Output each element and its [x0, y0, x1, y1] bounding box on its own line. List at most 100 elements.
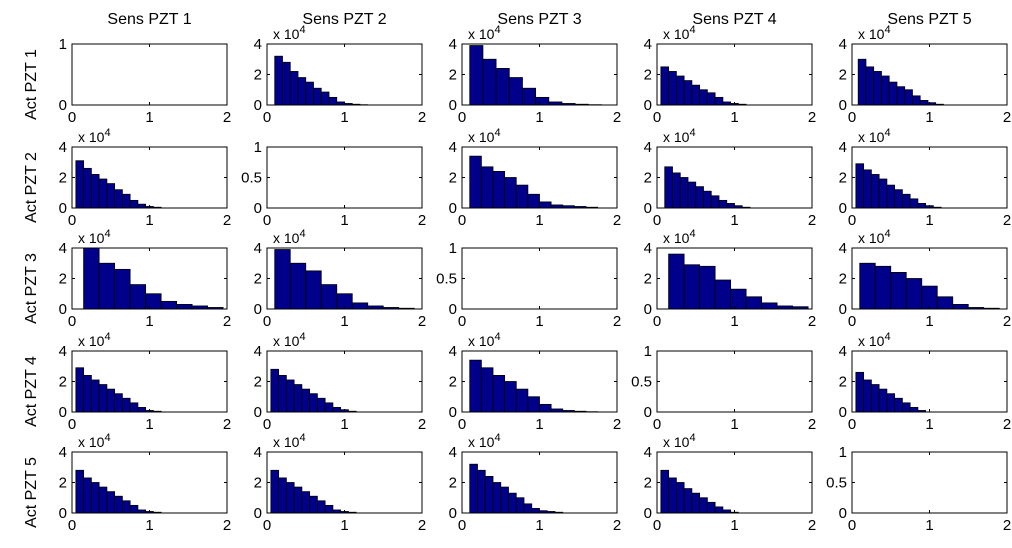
y-tick-label-r2c1: 4 — [59, 139, 67, 156]
y-tick-label-r3c4: 4 — [644, 240, 652, 257]
scale-multiplier-r5c2: x 104 — [273, 432, 306, 450]
histogram-bar-r1c4 — [675, 75, 685, 106]
histogram-bar-r4c5 — [901, 402, 911, 413]
y-tick-label-r1c3: 0 — [449, 97, 457, 114]
histogram-bar-r3c1 — [160, 300, 178, 310]
scale-multiplier-r1c3: x 104 — [468, 24, 501, 42]
x-tick-label-r3c5: 2 — [1003, 313, 1011, 330]
y-tick-label-r5c3: 2 — [449, 475, 457, 492]
y-tick-label-r1c5: 0 — [839, 97, 847, 114]
x-tick-label-r3c1: 0 — [68, 313, 76, 330]
histogram-bar-r4c5 — [870, 384, 880, 413]
histogram-bar-r5c2 — [285, 482, 295, 514]
scale-exponent: 4 — [884, 127, 890, 139]
histogram-bar-r2c4 — [687, 181, 697, 209]
x-tick-label-r2c5: 0 — [848, 212, 856, 229]
y-tick-label-r2c5: 0 — [839, 200, 847, 217]
histogram-bar-r2c4 — [695, 186, 704, 209]
histogram-bar-r2c4 — [679, 177, 689, 209]
histogram-bar-r3c5 — [905, 278, 923, 310]
histogram-bar-r5c4 — [706, 501, 716, 514]
y-tick-label-r4c2: 0 — [254, 404, 262, 421]
histogram-bar-r5c1 — [98, 486, 108, 514]
histogram-bar-r5c2 — [324, 504, 334, 514]
histogram-bar-r3c2 — [305, 270, 322, 310]
histogram-bar-r4c5 — [894, 397, 903, 413]
y-tick-label-r1c5: 2 — [839, 67, 847, 84]
histogram-bar-r2c4 — [703, 190, 712, 209]
y-tick-label-r3c1: 4 — [59, 240, 67, 257]
y-tick-label-r2c2: 1 — [254, 139, 262, 156]
x-tick-label-r5c2: 1 — [340, 517, 348, 534]
row-label-1: Act PZT 1 — [23, 49, 40, 120]
x-tick-label-r1c1: 0 — [68, 109, 76, 126]
histogram-bar-r4c3 — [515, 388, 529, 413]
y-tick-label-r3c2: 0 — [254, 301, 262, 318]
scale-multiplier-r2c4: x 104 — [663, 127, 696, 145]
histogram-bar-r2c1 — [137, 203, 147, 209]
x-tick-label-r4c2: 1 — [340, 416, 348, 433]
y-tick-label-r5c4: 0 — [644, 505, 652, 522]
x-tick-label-r1c2: 1 — [340, 109, 348, 126]
histogram-bar-r1c5 — [881, 75, 890, 106]
histogram-bar-r5c1 — [83, 477, 92, 514]
scale-exponent: 4 — [494, 24, 500, 36]
histogram-bar-r3c4 — [761, 302, 778, 310]
y-tick-label-r3c3: 0.5 — [436, 271, 457, 288]
histogram-bar-r4c5 — [855, 371, 865, 413]
histogram-bar-r4c2 — [293, 384, 303, 413]
histogram-bar-r5c3 — [523, 503, 533, 514]
histogram-bar-r1c4 — [660, 66, 670, 106]
histogram-bar-r2c4 — [726, 203, 735, 209]
y-tick-label-r2c2: 0.5 — [241, 170, 262, 187]
y-tick-label-r1c2: 0 — [254, 97, 262, 114]
scale-multiplier-r2c5: x 104 — [858, 127, 891, 145]
histogram-bar-r1c5 — [912, 95, 921, 106]
y-tick-label-r5c3: 4 — [449, 444, 457, 461]
histogram-bar-r3c4 — [714, 279, 732, 310]
histogram-bar-r2c5 — [917, 203, 927, 209]
y-tick-label-r5c4: 2 — [644, 475, 652, 492]
y-tick-label-r4c1: 0 — [59, 404, 67, 421]
histogram-bar-r5c3 — [515, 497, 525, 514]
histogram-bar-r3c2 — [274, 249, 291, 310]
histogram-bar-r1c3 — [469, 45, 484, 106]
x-tick-label-r4c4: 0 — [653, 416, 661, 433]
x-tick-label-r1c3: 1 — [535, 109, 543, 126]
histogram-bar-r2c1 — [114, 189, 123, 209]
histogram-bar-r3c1 — [145, 293, 162, 310]
histogram-bar-r4c1 — [83, 374, 92, 413]
x-tick-label-r3c1: 1 — [145, 313, 153, 330]
histogram-bar-r1c3 — [522, 87, 537, 106]
histogram-bar-r5c4 — [668, 477, 677, 514]
histogram-bar-r1c4 — [683, 80, 693, 106]
scale-multiplier-r5c1: x 104 — [78, 432, 111, 450]
x-tick-label-r1c1: 2 — [223, 109, 231, 126]
histogram-bar-r2c4 — [718, 199, 728, 209]
x-tick-label-r5c4: 1 — [730, 517, 738, 534]
y-tick-label-r1c2: 4 — [254, 36, 262, 53]
x-tick-label-r5c4: 2 — [808, 517, 816, 534]
scale-exponent: 4 — [299, 24, 305, 36]
histogram-bar-r5c3 — [477, 469, 486, 514]
histogram-bar-r3c5 — [921, 285, 938, 310]
column-title-2: Sens PZT 2 — [302, 11, 386, 28]
histogram-bar-r1c2 — [320, 91, 330, 106]
y-tick-label-r2c3: 4 — [449, 139, 457, 156]
histogram-bar-r1c3 — [482, 58, 497, 106]
histogram-bar-r5c4 — [714, 506, 724, 514]
x-tick-label-r4c1: 0 — [68, 416, 76, 433]
histogram-bar-r5c3 — [508, 492, 517, 514]
histogram-bar-r4c2 — [309, 393, 318, 413]
x-tick-label-r1c2: 0 — [263, 109, 271, 126]
histogram-bar-r4c1 — [90, 379, 100, 413]
x-tick-label-r1c3: 0 — [458, 109, 466, 126]
x-tick-label-r4c5: 2 — [1003, 416, 1011, 433]
histogram-bar-r2c3 — [515, 184, 529, 209]
histogram-bar-r1c5 — [873, 71, 882, 106]
histogram-bar-r1c4 — [668, 71, 677, 106]
scale-exponent: 4 — [689, 228, 695, 240]
x-tick-label-r4c1: 1 — [145, 416, 153, 433]
y-tick-label-r3c2: 2 — [254, 271, 262, 288]
